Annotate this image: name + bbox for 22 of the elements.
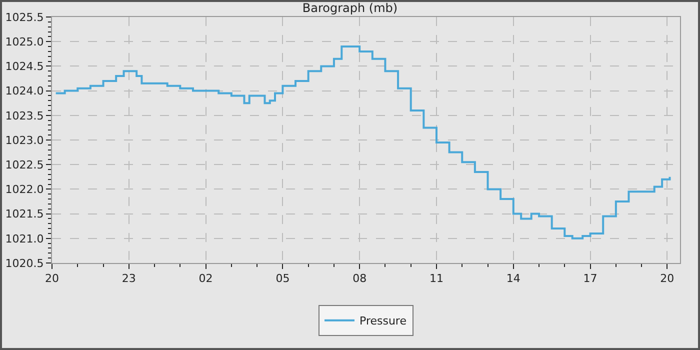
y-tick-label: 1020.5: [5, 256, 44, 270]
y-tick-label: 1025.0: [5, 35, 44, 48]
legend-label: Pressure: [360, 314, 407, 328]
y-tick-label: 1021.0: [5, 232, 44, 246]
y-tick-label: 1023.0: [5, 134, 44, 147]
y-tick-label: 1024.5: [5, 60, 44, 74]
x-tick-label: 20: [660, 272, 674, 286]
x-tick-label: 14: [506, 272, 520, 286]
y-tick-label: 1022.0: [5, 183, 44, 196]
x-tick-label: 17: [583, 272, 598, 286]
y-tick-label: 1024.0: [5, 84, 44, 98]
x-tick-label: 20: [45, 272, 59, 286]
y-tick-label: 1023.5: [5, 109, 44, 122]
chart-title: Barograph (mb): [302, 1, 398, 16]
x-tick-label: 08: [352, 272, 367, 286]
y-tick-label: 1021.5: [5, 208, 44, 221]
x-tick-label: 11: [429, 272, 444, 286]
x-tick-label: 23: [122, 272, 136, 286]
y-tick-label: 1025.5: [5, 10, 44, 24]
x-tick-label: 02: [198, 272, 213, 286]
x-tick-label: 05: [276, 272, 290, 286]
y-tick-label: 1022.5: [5, 158, 44, 172]
